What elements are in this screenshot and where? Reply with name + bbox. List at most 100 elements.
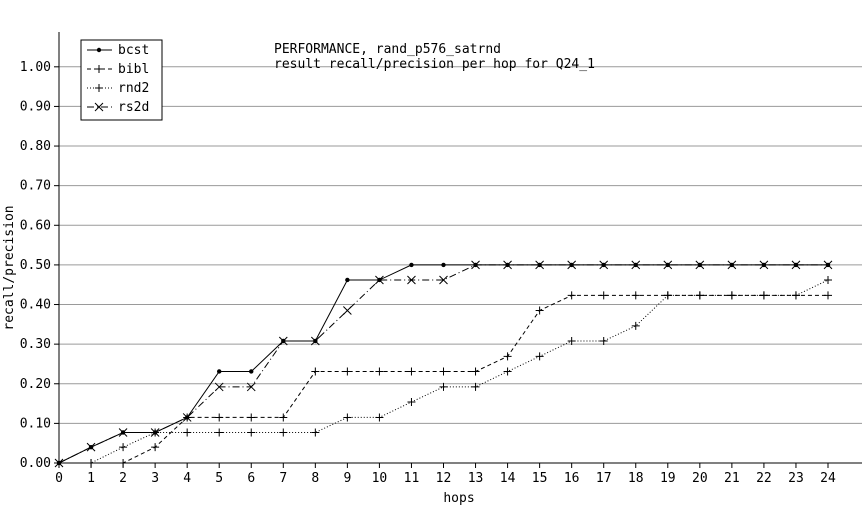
series-bcst (56, 262, 831, 466)
data-point-rnd2 (631, 321, 640, 330)
legend-box (80, 39, 163, 121)
grid-lines (59, 66, 862, 424)
data-point-rnd2 (503, 367, 512, 376)
y-axis-label: recall/precision (2, 205, 17, 330)
x-tick-label: 22 (756, 471, 772, 486)
x-tick-label: 13 (468, 471, 484, 486)
data-point-rs2d (86, 442, 96, 452)
data-point-rnd2 (727, 291, 736, 300)
data-point-bibl (311, 367, 320, 376)
data-point-bibl (631, 291, 640, 300)
data-point-bcst (249, 369, 254, 374)
x-tick-label: 0 (55, 471, 63, 486)
series-rs2d (54, 260, 833, 468)
data-point-rs2d (503, 260, 512, 270)
data-point-rs2d (471, 260, 480, 270)
legend-item-rnd2: rnd2 (87, 81, 149, 96)
x-tick-label: 9 (343, 471, 351, 486)
legend-items: bcst bibl rnd2 rs2d (87, 43, 149, 115)
data-point-rs2d (118, 428, 128, 437)
data-point-rs2d (246, 382, 256, 392)
x-tick-label: 1 (87, 471, 95, 486)
data-point-bibl (151, 443, 160, 452)
data-point-rs2d (759, 260, 769, 270)
y-tick-label: 0.90 (20, 99, 51, 114)
data-point-bcst (441, 262, 446, 268)
legend-label: rnd2 (118, 81, 149, 96)
legend: bcst bibl rnd2 rs2d (80, 39, 163, 121)
chart-subtitle: result recall/precision per hop for Q24_… (274, 57, 595, 72)
legend-marker (95, 84, 103, 92)
x-tick-label: 11 (404, 471, 420, 486)
y-tick-label: 0.80 (20, 139, 51, 154)
series-line-bibl (59, 294, 828, 464)
x-tick-label: 10 (372, 471, 388, 486)
data-point-rs2d (631, 260, 641, 270)
series-line-rs2d (58, 264, 828, 464)
x-tick-label: 20 (692, 471, 708, 486)
y-tick-label: 0.20 (20, 377, 51, 392)
data-point-bibl (407, 367, 416, 376)
legend-marker (96, 47, 102, 53)
x-tick-label: 3 (151, 471, 159, 486)
y-tick-label: 0.10 (20, 416, 51, 431)
data-point-rnd2 (567, 336, 576, 345)
data-point-rnd2 (535, 352, 544, 361)
data-point-rnd2 (343, 413, 352, 422)
tick-labels: 0.00 0.10 0.20 0.30 0.40 0.50 0.60 0.70 0.80 0.90… (20, 60, 836, 486)
data-point-bibl (343, 367, 352, 376)
legend-item-bcst: bcst (87, 43, 149, 58)
x-tick-label: 21 (724, 471, 740, 486)
x-tick-label: 18 (628, 471, 644, 486)
y-tick-label: 0.30 (20, 337, 51, 352)
data-point-rs2d (375, 275, 384, 285)
data-point-bibl (279, 413, 288, 422)
data-point-rnd2 (183, 428, 192, 437)
legend-item-bibl: bibl (87, 62, 149, 77)
data-point-rs2d (214, 382, 224, 392)
legend-label: bibl (118, 62, 149, 77)
data-point-rs2d (310, 336, 320, 346)
axes (54, 32, 862, 468)
x-tick-label: 15 (532, 471, 548, 486)
data-point-bibl (439, 367, 448, 376)
x-tick-label: 17 (596, 471, 612, 486)
data-point-bibl (215, 413, 224, 422)
data-point-rnd2 (791, 291, 800, 300)
data-point-rs2d (567, 260, 577, 270)
y-tick-label: 0.50 (20, 258, 51, 273)
x-tick-label: 4 (183, 471, 191, 486)
y-tick-label: 0.00 (20, 456, 51, 471)
data-point-bibl (375, 367, 384, 376)
data-point-bibl (247, 413, 256, 422)
data-point-rs2d (278, 336, 288, 346)
y-tick-label: 1.00 (20, 60, 51, 75)
data-point-rs2d (791, 260, 801, 270)
data-point-rs2d (823, 260, 833, 270)
data-point-rnd2 (599, 336, 608, 345)
x-axis-label: hops (443, 491, 474, 506)
series-line-bcst (58, 264, 828, 464)
x-tick-label: 24 (820, 471, 836, 486)
x-tick-label: 14 (500, 471, 516, 486)
data-point-bibl (535, 306, 544, 315)
data-point-bcst (409, 262, 414, 268)
x-tick-label: 23 (788, 471, 804, 486)
y-tick-label: 0.60 (20, 218, 51, 233)
x-tick-label: 16 (564, 471, 580, 486)
y-tick-label: 0.40 (20, 298, 51, 313)
data-point-rs2d (182, 413, 192, 422)
data-point-bibl (824, 291, 832, 300)
legend-item-rs2d: rs2d (87, 100, 149, 115)
x-tick-label: 19 (660, 471, 676, 486)
data-point-rnd2 (119, 443, 128, 452)
data-point-bcst (345, 277, 350, 283)
data-point-bibl (503, 352, 512, 361)
data-point-rnd2 (279, 428, 288, 437)
data-point-rnd2 (247, 428, 256, 437)
x-tick-label: 2 (119, 471, 127, 486)
data-point-rs2d (727, 260, 737, 270)
data-point-bcst (217, 369, 222, 374)
x-tick-label: 12 (436, 471, 452, 486)
x-tick-label: 6 (247, 471, 255, 486)
